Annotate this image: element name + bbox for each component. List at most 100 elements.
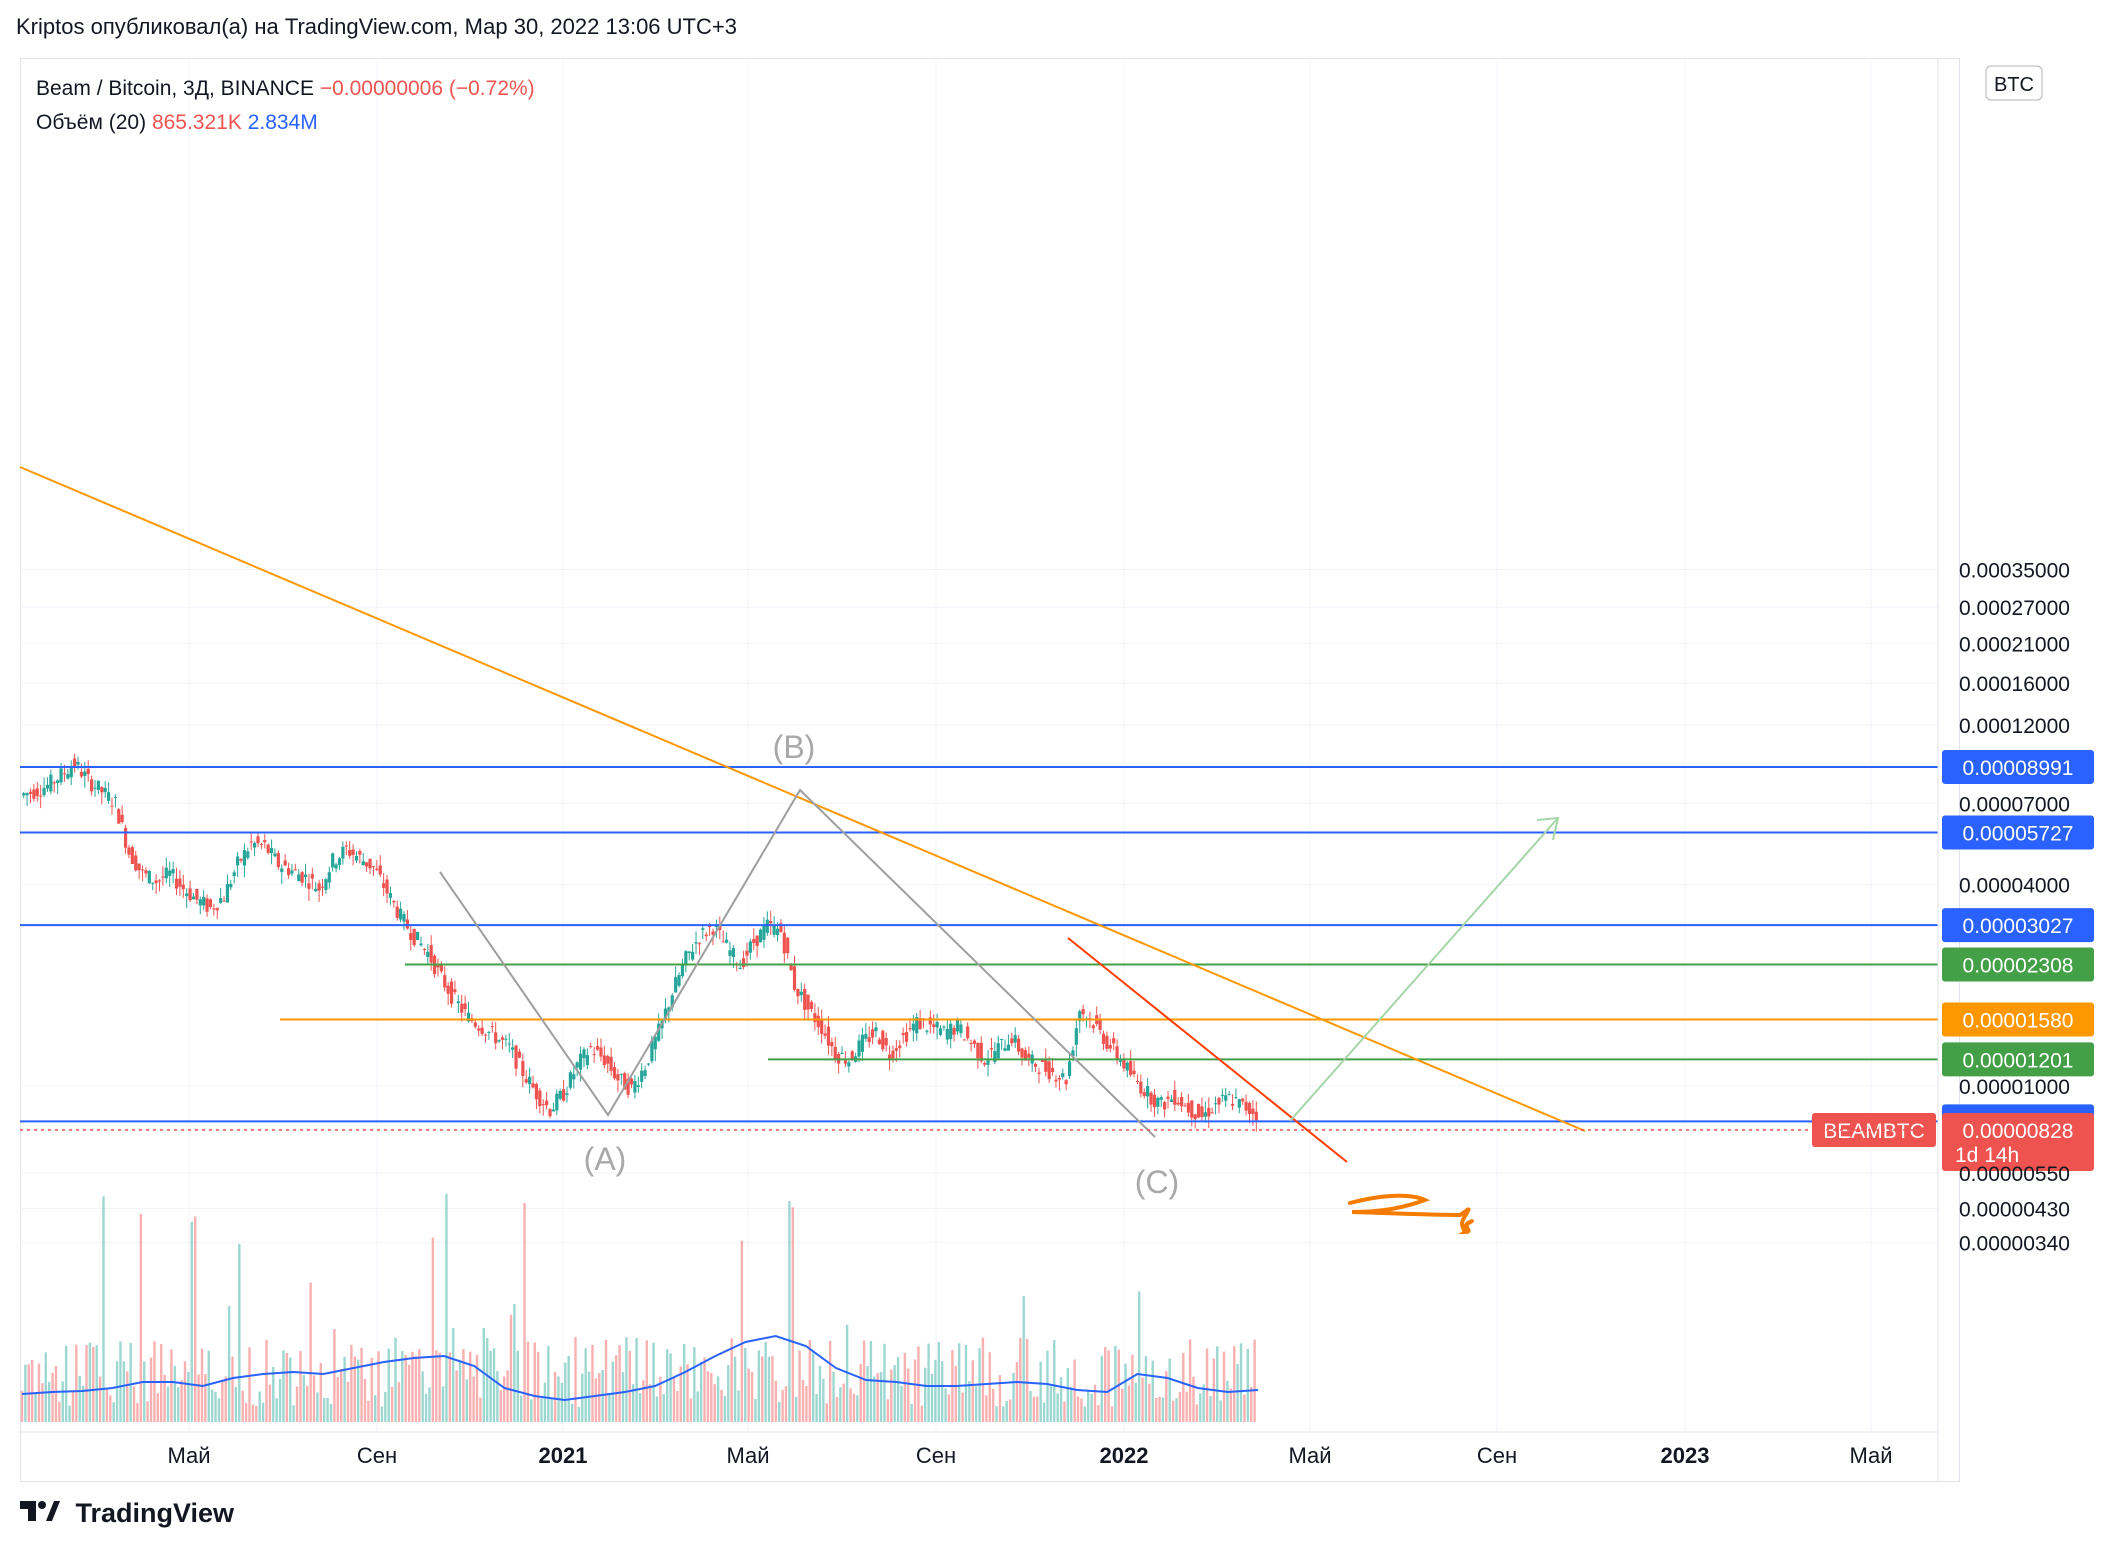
target-arrow-shaft[interactable] [1289, 817, 1559, 1122]
candle-body [1241, 1098, 1245, 1102]
volume-bar [733, 1356, 737, 1422]
volume-bar [1229, 1388, 1233, 1422]
volume-bar [489, 1350, 492, 1422]
candle-body [748, 941, 752, 953]
candle-body [840, 1052, 844, 1054]
candle-body [857, 1040, 861, 1057]
candle-body [273, 853, 277, 857]
candle-body [351, 849, 355, 855]
volume-bar [78, 1375, 81, 1422]
time-tick-label: Сен [1477, 1443, 1517, 1468]
candle-body [511, 1047, 515, 1050]
horizontal-levels[interactable]: 0.00008991 0.00005727 0.00003027 0.00002308… [20, 749, 2094, 1171]
candle-body [1033, 1063, 1038, 1067]
currency-badge[interactable]: BTC [1985, 65, 2043, 101]
volume-bar [1195, 1404, 1199, 1422]
volume-bar [207, 1350, 210, 1422]
volume-bar [319, 1362, 323, 1422]
candle-body [419, 943, 423, 946]
candle-body [612, 1067, 617, 1079]
volume-bar [438, 1352, 441, 1422]
abc-wave-path[interactable] [439, 788, 1156, 1138]
candle-body [1220, 1094, 1224, 1096]
candle-body [772, 924, 776, 935]
volume-bar [635, 1338, 638, 1422]
volume-bar [570, 1403, 574, 1422]
volume-bar [1154, 1397, 1158, 1422]
symbol-row: Beam / Bitcoin, 3Д, BINANCE −0.00000006 … [36, 72, 535, 106]
volume-bar [941, 1361, 944, 1422]
volume-bar [896, 1356, 900, 1422]
candle-body [1152, 1094, 1157, 1108]
candle-body [300, 872, 304, 883]
orange-scribble [1348, 1193, 1474, 1235]
candle-body [786, 937, 790, 954]
level-tag-label: 0.00001580 [1963, 1010, 2074, 1033]
volume-bar [356, 1359, 360, 1422]
drawings[interactable] [19, 466, 1586, 1235]
candle-body [290, 870, 294, 874]
time-axis[interactable]: Май Сен 2021 Май Сен 2022 Май Сен 2023 Май [20, 1431, 1938, 1468]
tradingview-brand[interactable]: TradingView [20, 1498, 234, 1530]
long-term-orange-trendline[interactable] [19, 466, 1586, 1132]
volume-bar [289, 1357, 292, 1422]
level-tag-label: 0.00005727 [1963, 822, 2074, 845]
volume-bar [30, 1359, 34, 1422]
candle-body [171, 869, 175, 874]
candle-body [473, 1022, 477, 1027]
volume-bar [815, 1394, 818, 1422]
time-tick-label: 2022 [1100, 1443, 1149, 1468]
candle-body [497, 1040, 501, 1042]
candle-body [1190, 1100, 1194, 1118]
countdown-label: 1d 14h [1955, 1144, 2019, 1167]
candle-body [490, 1026, 494, 1028]
chart-legend[interactable]: Beam / Bitcoin, 3Д, BINANCE −0.00000006 … [36, 72, 535, 140]
volume-bar [924, 1367, 927, 1422]
candle-body [568, 1072, 572, 1088]
short-term-red-trendline[interactable] [1067, 937, 1348, 1163]
candle-body [949, 1023, 953, 1040]
candle-body [1200, 1106, 1204, 1117]
volume-bar [428, 1387, 431, 1422]
volume-bar [1087, 1391, 1090, 1422]
candle-body [966, 1026, 970, 1039]
candle-body [1149, 1092, 1153, 1105]
volume-bar [462, 1349, 465, 1422]
time-tick-label: Май [1849, 1443, 1892, 1468]
volume-bar [224, 1376, 227, 1422]
volume-bar [727, 1365, 730, 1422]
volume-bar [170, 1349, 173, 1422]
price-axis[interactable]: 0.00035000 0.00027000 0.00021000 0.00016000… [1937, 58, 2070, 1482]
candle-body [799, 991, 803, 996]
candle-body [609, 1056, 613, 1071]
candle-body [242, 850, 247, 866]
candle-body [1251, 1108, 1255, 1115]
volume-bar [577, 1406, 581, 1422]
volume-bar [88, 1342, 92, 1422]
volume-bar [370, 1357, 373, 1422]
candle-body [1020, 1048, 1024, 1058]
volume-bar [767, 1356, 771, 1422]
candle-body [758, 929, 763, 943]
candle-body [460, 1003, 464, 1013]
candle-body [208, 899, 213, 908]
candle-body [453, 989, 457, 993]
candle-body [704, 934, 708, 937]
volume-bar [1250, 1387, 1253, 1422]
volume-bar [686, 1364, 689, 1422]
candle-body [361, 861, 365, 866]
volume-bar [156, 1393, 160, 1422]
volume-bar [920, 1405, 924, 1422]
candle-body [731, 948, 735, 958]
volume-bar [1246, 1348, 1250, 1422]
candle-body [127, 847, 131, 855]
volume-bar [98, 1376, 102, 1422]
volume-bar [339, 1368, 343, 1422]
volume-bar [282, 1350, 285, 1422]
candle-body [993, 1051, 997, 1062]
candle-body [803, 989, 807, 1010]
volume-bar [883, 1343, 886, 1422]
volume-bar [547, 1345, 550, 1422]
candle-body [952, 1027, 956, 1035]
